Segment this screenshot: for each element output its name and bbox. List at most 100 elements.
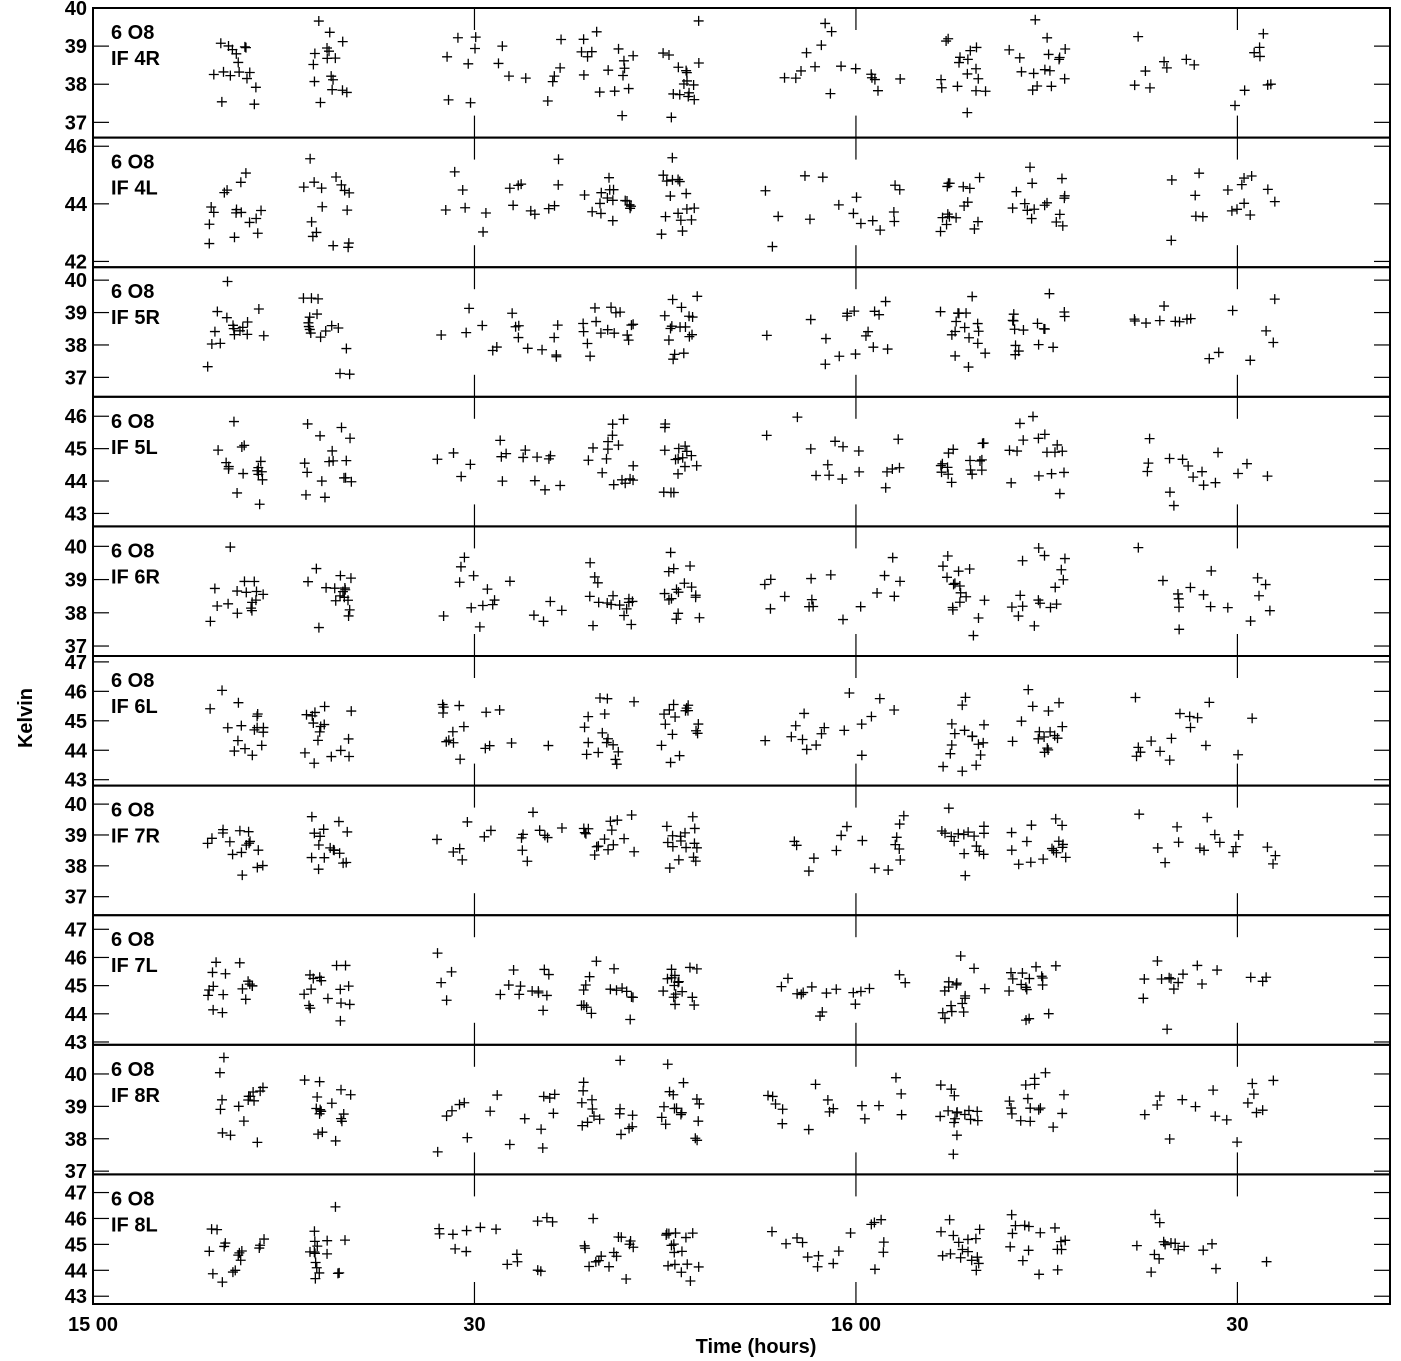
- data-point: [831, 984, 842, 995]
- data-point: [802, 1252, 813, 1263]
- data-point: [1158, 1236, 1169, 1247]
- data-point: [872, 85, 883, 96]
- data-point: [1204, 353, 1215, 364]
- data-point: [1249, 47, 1260, 58]
- data-point: [518, 829, 529, 840]
- data-point: [673, 608, 684, 619]
- panel-source-label: 6 O8: [111, 540, 154, 562]
- y-tick-label: 39: [65, 36, 87, 58]
- data-point: [322, 993, 333, 1004]
- data-point: [603, 436, 614, 447]
- data-point: [309, 76, 320, 87]
- data-point: [1257, 1105, 1268, 1116]
- data-point: [441, 995, 452, 1006]
- data-point: [866, 72, 877, 83]
- data-point: [344, 369, 355, 380]
- data-point: [462, 816, 473, 827]
- data-point: [936, 826, 947, 837]
- data-point: [1254, 51, 1265, 62]
- data-point: [497, 41, 508, 52]
- data-point: [587, 206, 598, 217]
- data-point: [1174, 708, 1185, 719]
- data-point: [1222, 602, 1233, 613]
- data-point: [511, 1249, 522, 1260]
- data-point: [805, 314, 816, 325]
- y-tick-label: 39: [65, 303, 87, 325]
- data-point: [874, 309, 885, 320]
- data-point: [1051, 847, 1062, 858]
- data-point: [219, 187, 230, 198]
- data-point: [855, 601, 866, 612]
- data-point: [1261, 325, 1272, 336]
- data-point: [344, 604, 355, 615]
- data-point: [1007, 973, 1018, 984]
- data-point: [759, 579, 770, 590]
- data-point: [1183, 460, 1194, 471]
- y-tick-label: 40: [65, 794, 87, 816]
- data-point: [1057, 721, 1068, 732]
- data-point: [608, 839, 619, 850]
- data-point: [1052, 1264, 1063, 1275]
- data-point: [1184, 711, 1195, 722]
- data-point: [551, 351, 562, 362]
- data-point: [974, 455, 985, 466]
- data-point: [830, 436, 841, 447]
- data-point: [254, 1243, 265, 1254]
- data-point: [474, 621, 485, 632]
- data-point: [1033, 433, 1044, 444]
- data-point: [1052, 733, 1063, 744]
- data-point: [806, 981, 817, 992]
- data-point: [950, 1113, 961, 1124]
- data-point: [969, 963, 980, 974]
- data-point: [302, 467, 313, 478]
- panel-if-label: IF 8L: [111, 1214, 158, 1236]
- data-point: [1247, 1078, 1258, 1089]
- data-point: [1019, 1220, 1030, 1231]
- data-point: [522, 856, 533, 867]
- data-point: [342, 205, 353, 216]
- data-point: [935, 306, 946, 317]
- data-point: [248, 1087, 259, 1097]
- data-point: [588, 1213, 599, 1224]
- data-point: [957, 1244, 968, 1255]
- data-point: [1032, 80, 1043, 91]
- data-point: [1021, 836, 1032, 847]
- data-point: [438, 611, 449, 622]
- data-point: [222, 276, 233, 287]
- data-point: [1222, 185, 1233, 196]
- data-point: [1166, 235, 1177, 246]
- panel-source-label: 6 O8: [111, 929, 154, 951]
- data-point: [315, 332, 326, 343]
- panel-source-label: 6 O8: [111, 411, 154, 433]
- data-point: [230, 1265, 241, 1276]
- data-point: [258, 330, 269, 341]
- data-point: [667, 294, 678, 305]
- data-point: [872, 587, 883, 598]
- data-point: [480, 743, 491, 754]
- data-point: [978, 737, 989, 748]
- data-point: [954, 580, 965, 591]
- data-point: [212, 1224, 223, 1235]
- data-point: [1033, 339, 1044, 350]
- panel-8: 43 44 45 46 47 6 O8 IF 7L: [65, 914, 1391, 1054]
- data-point: [675, 831, 686, 842]
- data-point: [1046, 843, 1057, 854]
- data-point: [503, 980, 514, 991]
- data-point: [797, 1237, 808, 1248]
- data-point: [450, 1243, 461, 1254]
- data-point: [661, 1230, 672, 1241]
- data-point: [762, 1090, 773, 1101]
- data-point: [1033, 1104, 1044, 1115]
- data-point: [1009, 324, 1020, 335]
- data-point: [673, 976, 684, 987]
- data-point: [1152, 842, 1163, 853]
- data-point: [1032, 318, 1043, 329]
- data-point: [972, 1106, 983, 1117]
- data-point: [539, 964, 550, 975]
- data-point: [1209, 829, 1220, 840]
- data-point: [836, 61, 847, 72]
- data-point: [204, 238, 215, 249]
- data-point: [1262, 471, 1273, 482]
- data-point: [675, 215, 686, 226]
- data-point: [935, 1111, 946, 1122]
